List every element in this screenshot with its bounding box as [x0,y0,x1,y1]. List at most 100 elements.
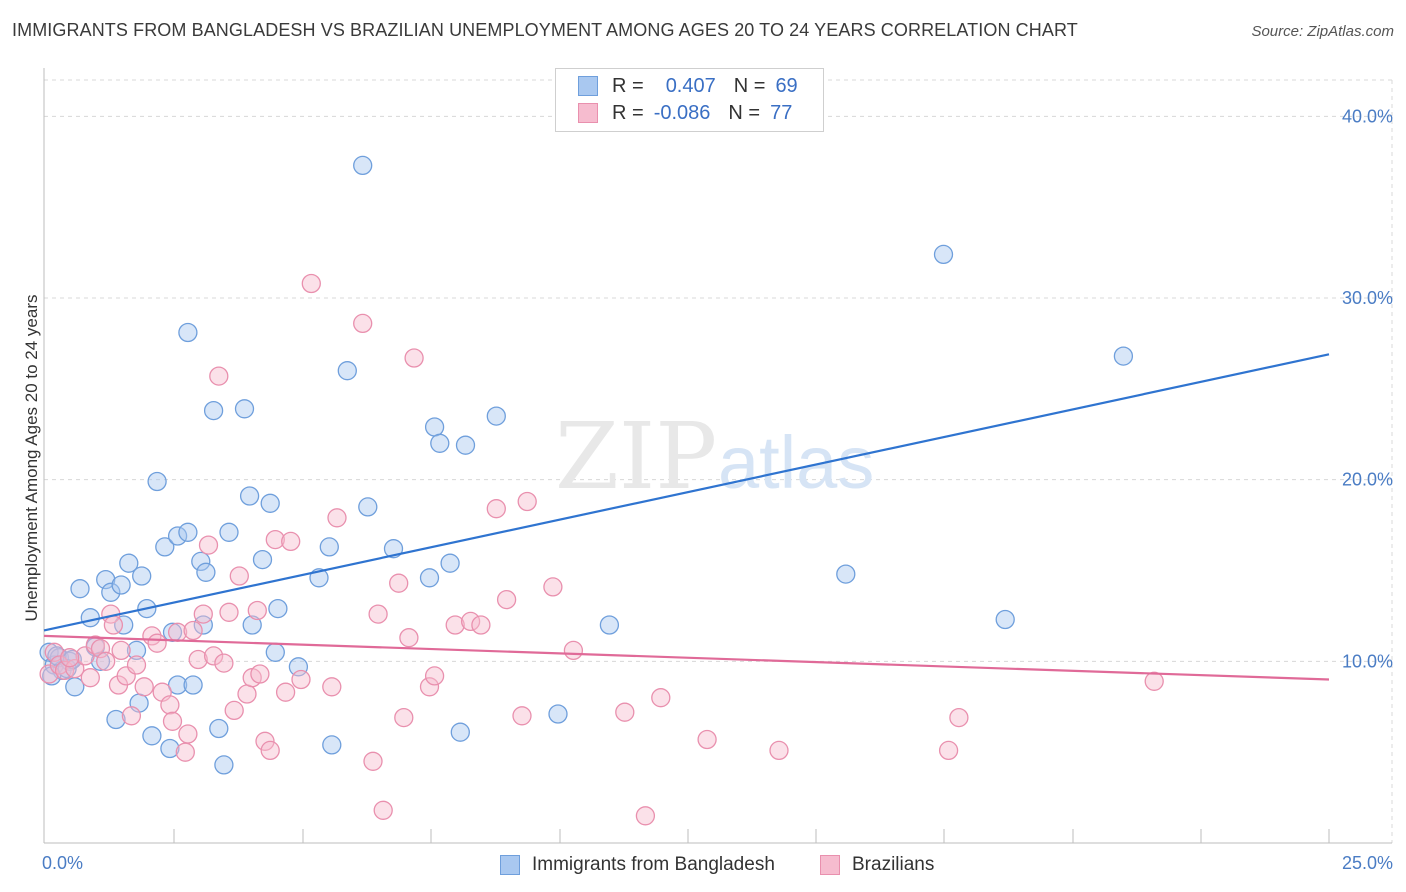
point-brazilians [517,491,537,512]
point-bangladesh [322,735,342,755]
watermark: ZIP atlas [555,403,874,510]
point-bangladesh [111,575,131,595]
point-brazilians [80,668,100,688]
point-bangladesh [234,399,255,419]
point-brazilians [193,604,213,624]
point-brazilians [219,602,239,622]
point-brazilians [229,566,249,586]
legend-r-value: 0.407 [665,74,716,97]
point-brazilians [327,508,347,528]
legend-label-bangladesh: Immigrants from Bangladesh [532,854,775,875]
point-brazilians [49,655,70,675]
point-brazilians [162,711,183,731]
point-bangladesh [70,579,90,599]
point-brazilians [322,677,342,697]
legend-item-brazilians[interactable]: Brazilians [820,854,934,876]
point-bangladesh [486,406,506,426]
point-brazilians [424,666,445,686]
trend-line-brazilians [43,634,1330,681]
point-bangladesh [430,433,450,453]
point-brazilians [543,577,563,597]
point-brazilians [769,740,789,761]
point-bangladesh [319,537,339,557]
y-tick-label: 40.0% [1342,106,1393,126]
point-brazilians [209,366,229,386]
point-bangladesh [455,435,476,455]
point-bangladesh [268,598,288,619]
point-brazilians [147,633,167,653]
point-brazilians [265,529,285,550]
y-tick-label: 20.0% [1342,470,1393,490]
source-credit: Source: ZipAtlas.com [1251,23,1394,40]
point-bangladesh [101,582,121,602]
point-brazilians [291,669,311,690]
point-bangladesh [358,497,378,517]
point-bangladesh [219,522,239,542]
point-brazilians [651,688,671,708]
point-brazilians [445,615,465,635]
point-brazilians [353,313,373,334]
point-bangladesh [167,526,188,546]
point-bangladesh [147,471,167,492]
point-bangladesh [419,568,440,588]
point-brazilians [111,640,131,661]
point-bangladesh [196,562,216,582]
legend-swatch-blue [500,855,520,875]
point-brazilians [512,706,532,726]
point-bangladesh [132,566,152,586]
point-brazilians [938,740,959,761]
stats-legend: R = 0.407 N = 69 R = -0.086 N = 77 [555,68,824,132]
point-brazilians [224,700,244,721]
point-bangladesh [183,675,203,695]
point-bangladesh [209,718,229,739]
point-bangladesh [242,615,262,635]
trend-line-bangladesh [43,353,1330,632]
point-brazilians [404,348,424,368]
point-brazilians [160,695,180,715]
point-bangladesh [160,738,180,759]
point-brazilians [237,684,257,704]
legend-r-label: R = [612,101,644,124]
point-brazilians [389,573,409,593]
point-bangladesh [155,537,175,557]
point-brazilians [126,655,147,675]
legend-swatch-pink [578,103,598,123]
point-bangladesh [193,615,213,635]
point-bangladesh [440,553,460,573]
point-brazilians [460,611,481,632]
legend-n-value: 69 [775,74,798,97]
legend-n-label: N = [733,74,766,97]
point-brazilians [281,531,301,552]
legend-item-bangladesh[interactable]: Immigrants from Bangladesh [500,854,775,876]
legend-swatch-pink [820,855,840,875]
y-tick-label: 10.0% [1342,651,1393,671]
point-bangladesh [1113,346,1134,366]
point-brazilians [250,664,270,684]
point-bangladesh [239,486,260,506]
y-axis-label: Unemployment Among Ages 20 to 24 years [22,295,41,622]
point-brazilians [188,649,208,670]
x-tick-label: 0.0% [42,853,83,873]
point-bangladesh [933,244,954,265]
x-tick-label: 25.0% [1342,853,1393,873]
legend-label-brazilians: Brazilians [852,854,935,875]
point-brazilians [486,499,506,519]
point-brazilians [419,677,440,697]
point-brazilians [178,724,198,744]
point-brazilians [368,604,388,624]
point-bangladesh [80,608,100,628]
point-bangladesh [260,493,280,513]
point-brazilians [134,677,154,697]
point-brazilians [563,640,584,661]
trend-lines [43,353,1330,681]
point-brazilians [635,806,656,826]
point-brazilians [175,742,195,762]
watermark-zip: ZIP [555,403,717,510]
point-brazilians [255,731,275,751]
point-bangladesh [114,615,134,635]
point-brazilians [247,600,267,621]
point-bangladesh [836,564,856,584]
point-brazilians [496,589,517,610]
point-bangladesh [337,361,357,381]
point-brazilians [399,628,419,648]
